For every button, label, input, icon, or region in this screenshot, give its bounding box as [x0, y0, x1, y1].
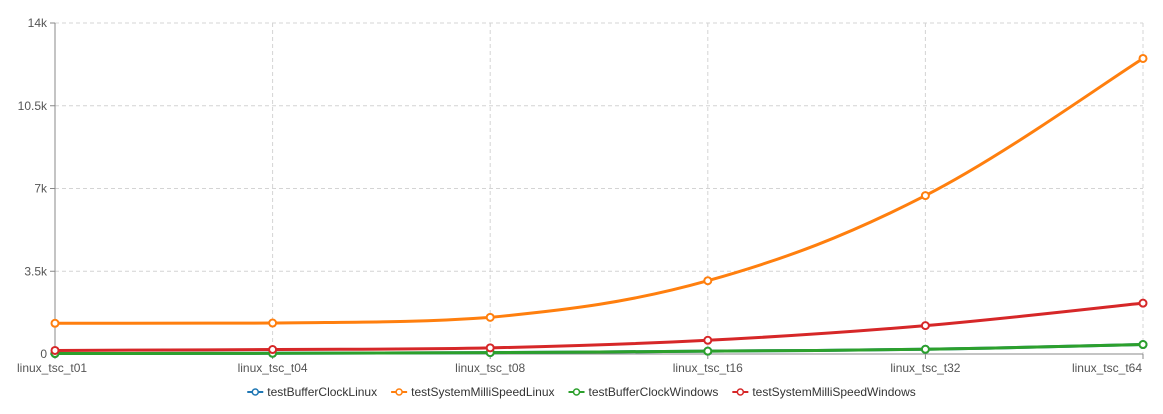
data-point-testSystemMilliSpeedLinux-1[interactable] [268, 318, 278, 328]
legend-swatch-marker [736, 388, 745, 396]
data-point-testSystemMilliSpeedLinux-0[interactable] [50, 318, 60, 328]
legend-swatch-marker [572, 388, 581, 396]
data-point-testBufferClockWindows-4[interactable] [920, 344, 930, 354]
data-point-testSystemMilliSpeedWindows-0[interactable] [50, 345, 60, 355]
series-line-testBufferClockWindows [53, 343, 1145, 356]
axes [50, 22, 1144, 359]
y-axis-ticks: 0 3.5k 7k 10.5k 14k [18, 16, 48, 361]
x-tick-label: linux_tsc_t16 [673, 361, 743, 375]
data-point-testSystemMilliSpeedLinux-2[interactable] [485, 312, 495, 322]
legend-swatch-marker [395, 388, 403, 396]
y-tick-label: 10.5k [18, 99, 48, 113]
data-point-testBufferClockWindows-5[interactable] [1138, 340, 1148, 350]
y-tick-label: 14k [28, 16, 48, 30]
legend-swatch-marker [251, 388, 260, 396]
data-point-testSystemMilliSpeedWindows-5[interactable] [1138, 298, 1148, 308]
legend-item-testBufferClockLinux[interactable]: testBufferClockLinux [247, 385, 377, 399]
legend-label: testBufferClockWindows [589, 385, 719, 399]
legend: testBufferClockLinux testSystemMilliSpeed… [247, 385, 916, 399]
data-point-testSystemMilliSpeedWindows-1[interactable] [268, 345, 278, 355]
x-tick-label: linux_tsc_t04 [238, 361, 308, 375]
legend-item-testSystemMilliSpeedWindows[interactable]: testSystemMilliSpeedWindows [732, 385, 916, 399]
x-axis-ticks: linux_tsc_t01 linux_tsc_t04 linux_tsc_t08 l… [17, 361, 1142, 375]
x-tick-label: linux_tsc_t64 [1072, 361, 1142, 375]
series [50, 53, 1148, 359]
y-tick-label: 3.5k [24, 264, 48, 278]
y-tick-label: 0 [40, 347, 47, 361]
data-point-testSystemMilliSpeedWindows-4[interactable] [920, 321, 930, 331]
x-tick-label: linux_tsc_t32 [890, 361, 960, 375]
series-testSystemMilliSpeedWindows [50, 298, 1148, 355]
y-tick-label: 7k [34, 182, 48, 196]
data-point-testSystemMilliSpeedLinux-3[interactable] [703, 276, 713, 286]
x-tick-label: linux_tsc_t01 [17, 361, 87, 375]
series-line-testSystemMilliSpeedLinux [53, 56, 1145, 325]
legend-label: testBufferClockLinux [267, 385, 377, 399]
data-point-testSystemMilliSpeedLinux-4[interactable] [920, 191, 930, 201]
data-point-testSystemMilliSpeedWindows-2[interactable] [485, 343, 495, 353]
legend-label: testSystemMilliSpeedWindows [752, 385, 915, 399]
series-line-testSystemMilliSpeedWindows [53, 301, 1145, 352]
data-point-testBufferClockWindows-3[interactable] [703, 346, 713, 356]
legend-item-testBufferClockWindows[interactable]: testBufferClockWindows [568, 385, 719, 399]
data-point-testSystemMilliSpeedLinux-5[interactable] [1138, 53, 1148, 63]
legend-item-testSystemMilliSpeedLinux[interactable]: testSystemMilliSpeedLinux [391, 385, 555, 399]
x-tick-label: linux_tsc_t08 [455, 361, 525, 375]
legend-label: testSystemMilliSpeedLinux [411, 385, 554, 399]
series-testSystemMilliSpeedLinux [50, 53, 1148, 328]
data-point-testSystemMilliSpeedWindows-3[interactable] [703, 335, 713, 345]
